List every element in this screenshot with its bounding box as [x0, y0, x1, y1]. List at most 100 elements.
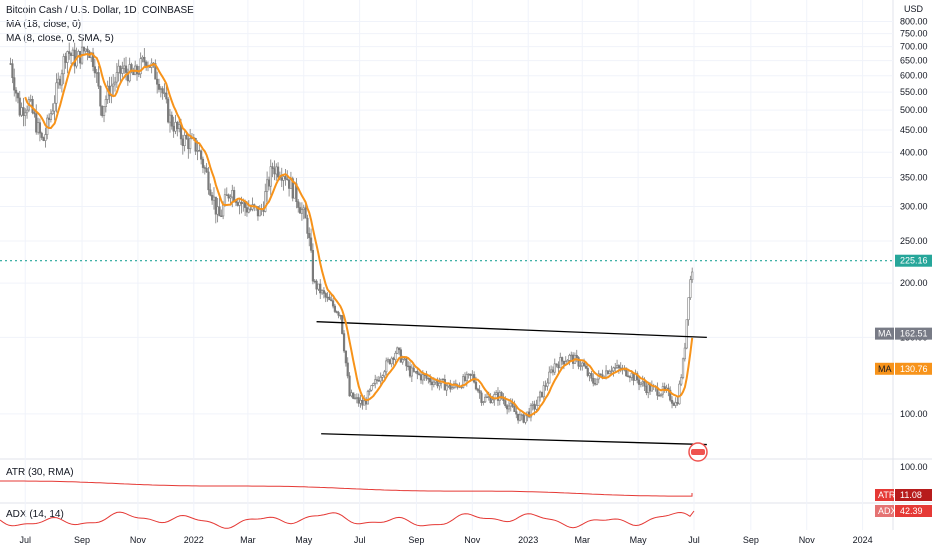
candle-down: [156, 78, 159, 85]
candle-up: [588, 373, 591, 376]
candle-up: [471, 374, 474, 376]
candle-up: [372, 383, 375, 386]
candle-up: [168, 114, 172, 123]
candle-down: [480, 392, 483, 403]
channel-line-upper: [316, 321, 707, 339]
candle-up: [537, 396, 540, 406]
candle-down: [22, 107, 25, 116]
candle-down: [357, 397, 360, 404]
candle-down: [276, 166, 280, 178]
y-tick-label: 600.00: [900, 71, 928, 81]
x-tick-label: Jul: [19, 535, 31, 545]
candle-down: [154, 63, 157, 80]
candle-up: [300, 209, 304, 214]
x-tick-label: Sep: [743, 535, 759, 545]
candle-up: [386, 359, 390, 362]
candle-down: [298, 207, 302, 214]
candle-down: [47, 117, 51, 120]
atr-badge-value: 11.08: [900, 490, 922, 500]
candle-down: [500, 392, 503, 399]
candle-up: [535, 405, 538, 410]
adx-legend[interactable]: ADX (14, 14): [6, 509, 64, 520]
candle-down: [341, 315, 344, 334]
candle-down: [319, 283, 322, 294]
candle-down: [331, 300, 335, 307]
candle-up: [641, 381, 644, 384]
atr-legend[interactable]: ATR (30, RMA): [6, 467, 74, 478]
x-tick-label: May: [630, 535, 648, 545]
candle-down: [405, 358, 408, 367]
candle-up: [55, 82, 58, 104]
candle-up: [242, 201, 245, 204]
candle-up: [238, 201, 241, 206]
candle-up: [25, 109, 29, 114]
x-tick-label: Jul: [354, 535, 366, 545]
candle-up: [229, 196, 232, 199]
x-tick-label: 2023: [518, 535, 538, 545]
candle-down: [135, 65, 139, 74]
adx-badge-value-bg: [895, 505, 932, 517]
candle-up: [432, 381, 435, 386]
candle-up: [383, 371, 386, 377]
symbol-legend[interactable]: Bitcoin Cash / U.S. Dollar, 1D, COINBASE: [6, 5, 194, 16]
tradingview-logo-icon[interactable]: [688, 442, 708, 462]
candle-down: [625, 367, 628, 377]
candle-up: [95, 72, 98, 74]
candle-down: [606, 370, 610, 375]
candle-up: [381, 375, 384, 378]
candle-up: [222, 204, 225, 217]
candle-down: [64, 56, 67, 63]
candle-down: [245, 207, 249, 213]
adx-badge-tag: ADX: [878, 506, 897, 516]
candle-down: [469, 373, 472, 376]
candle-up: [350, 392, 353, 397]
adx-line: [0, 510, 695, 529]
candle-up: [491, 399, 494, 404]
candle-down: [101, 105, 104, 116]
last-price-badge-value-bg: [895, 254, 932, 267]
ma-fast-badge-tag-bg: [875, 362, 894, 375]
x-tick-label: Mar: [240, 535, 256, 545]
candle-up: [29, 99, 32, 101]
candle-down: [91, 52, 95, 67]
candle-up: [49, 113, 52, 120]
candle-up: [247, 208, 250, 213]
candle-up: [595, 378, 599, 385]
candle-down: [419, 374, 423, 381]
candle-down: [181, 138, 184, 146]
candle-down: [271, 166, 274, 169]
candle-down: [68, 51, 71, 54]
candle-down: [236, 202, 239, 206]
candle-up: [630, 372, 633, 378]
candle-down: [143, 56, 146, 63]
adx-badge-value: 42.39: [900, 506, 923, 516]
candle-down: [348, 375, 351, 397]
candle-down: [97, 72, 100, 87]
ma-8-legend[interactable]: MA (8, close, 0, SMA, 5): [6, 33, 114, 44]
candle-down: [522, 414, 525, 423]
candle-down: [249, 208, 252, 211]
candle-down: [167, 98, 170, 123]
candle-down: [575, 354, 578, 358]
candle-up: [421, 374, 424, 381]
axes: USD 800.00 750.00 700.00 650.00 600.00 550.00 5…: [19, 4, 927, 545]
candle-down: [557, 364, 560, 369]
candle-down: [9, 63, 12, 65]
candle-up: [610, 370, 613, 372]
candle-up: [44, 134, 47, 141]
candle-down: [443, 379, 446, 391]
candle-up: [269, 166, 272, 187]
candle-down: [412, 367, 415, 372]
candle-up: [566, 360, 569, 363]
candle-up: [104, 99, 107, 107]
candle-up: [553, 363, 556, 373]
ma-18-legend[interactable]: MA (18, close, 0): [6, 19, 82, 30]
candle-down: [38, 122, 41, 134]
candle-down: [478, 390, 481, 394]
candle-up: [507, 405, 511, 410]
candle-up: [141, 56, 144, 59]
candle-up: [414, 371, 417, 373]
candle-down: [416, 371, 419, 375]
